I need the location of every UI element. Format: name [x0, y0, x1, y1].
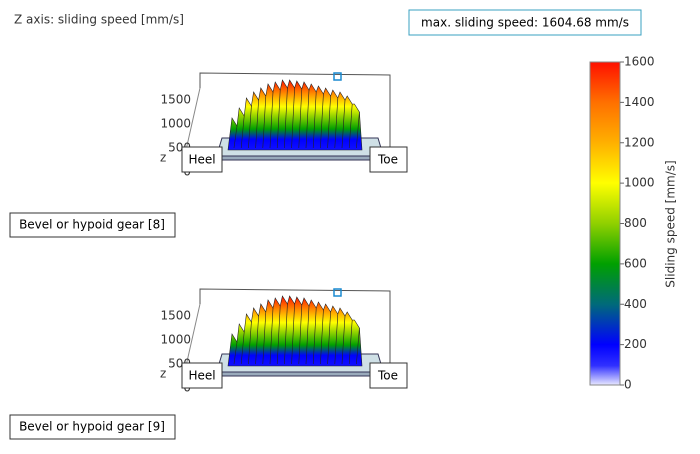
- z-tick-label: 1500: [160, 309, 191, 323]
- z-axis-caption: Z axis: sliding speed [mm/s]: [14, 13, 184, 27]
- max-marker: [333, 288, 342, 297]
- surface-fold: [341, 99, 346, 149]
- surface-fold: [262, 95, 267, 149]
- surface-fold: [276, 89, 281, 149]
- surface-fold: [248, 105, 252, 149]
- surface-fold: [305, 305, 310, 365]
- colorbar-label: Sliding speed [mm/s]: [664, 160, 678, 287]
- z-tick-label: 1000: [160, 117, 191, 131]
- colorbar-tick-label: 1200: [624, 135, 655, 149]
- surface-fold: [334, 97, 339, 149]
- surface-fold: [255, 99, 259, 149]
- surface-fold: [348, 319, 353, 365]
- surface-fold: [262, 311, 267, 365]
- surface: [227, 295, 363, 367]
- toe-box: [369, 362, 408, 389]
- surface-fold: [348, 103, 353, 149]
- surface-fold: [240, 115, 245, 149]
- heel-box: [181, 362, 223, 389]
- max-speed-box: [408, 9, 642, 36]
- colorbar-tick-label: 1400: [624, 95, 655, 109]
- toe-label: Toe: [377, 369, 398, 383]
- surface-fold: [233, 341, 238, 365]
- surface-fold: [255, 315, 259, 365]
- z-tick-label: 1000: [160, 333, 191, 347]
- max-speed: max. sliding speed: 1604.68 mm/s: [421, 16, 629, 30]
- surface-fold: [269, 91, 274, 149]
- max-marker: [333, 72, 342, 81]
- box-frame: [199, 288, 391, 366]
- colorbar-tick-label: 1000: [624, 176, 655, 190]
- surface-fold: [233, 125, 238, 149]
- surface-fold: [305, 89, 310, 149]
- z-axis-label: z: [160, 151, 166, 165]
- gear-name: Bevel or hypoid gear [9]: [19, 420, 165, 434]
- colorbar-tick-label: 600: [624, 256, 647, 270]
- surface-fold: [284, 303, 288, 365]
- surface-fold: [291, 303, 295, 365]
- surface-fold: [327, 311, 331, 365]
- toe-label: Toe: [377, 153, 398, 167]
- colorbar-tick-label: 800: [624, 216, 647, 230]
- heel-label: Heel: [188, 153, 215, 167]
- surface-fold: [276, 305, 281, 365]
- z-tick-label: 1500: [160, 93, 191, 107]
- surface-fold: [248, 321, 252, 365]
- surface-fold: [298, 88, 303, 149]
- gear-name-box: [9, 212, 176, 238]
- surface-fold: [341, 315, 346, 365]
- colorbar-tick-label: 0: [624, 378, 632, 392]
- surface-fold: [320, 93, 324, 149]
- surface-fold: [269, 307, 274, 365]
- gear-name-box: [9, 414, 176, 440]
- surface-fold: [284, 87, 288, 149]
- floor-edge: [213, 371, 387, 377]
- surface-fold: [356, 327, 360, 365]
- surface-fold: [298, 304, 303, 365]
- surface-fold: [291, 87, 295, 149]
- colorbar: [589, 61, 621, 386]
- toe-box: [369, 146, 408, 173]
- surface-fold: [320, 309, 324, 365]
- colorbar-tick-label: 1600: [624, 55, 655, 69]
- gear-name: Bevel or hypoid gear [8]: [19, 218, 165, 232]
- floor-edge: [213, 155, 387, 161]
- surface-fold: [240, 331, 245, 365]
- colorbar-tick-label: 200: [624, 337, 647, 351]
- z-axis-label: z: [160, 367, 166, 381]
- surface-fold: [327, 95, 331, 149]
- surface-fold: [334, 313, 339, 365]
- surface-fold: [356, 111, 360, 149]
- heel-box: [181, 146, 223, 173]
- surface-fold: [312, 307, 317, 365]
- heel-label: Heel: [188, 369, 215, 383]
- surface-fold: [312, 91, 317, 149]
- colorbar-tick-label: 400: [624, 297, 647, 311]
- surface: [227, 79, 363, 151]
- box-frame: [199, 72, 391, 150]
